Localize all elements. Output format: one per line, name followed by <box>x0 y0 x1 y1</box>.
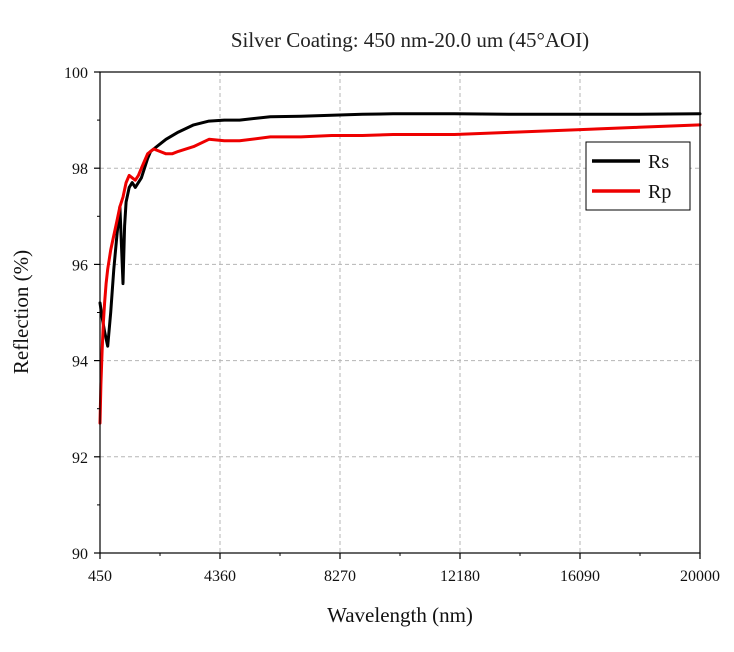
series-line-rp <box>98 123 702 425</box>
legend-label-rp: Rp <box>648 181 671 203</box>
y-axis-label: Reflection (%) <box>9 250 33 374</box>
tick-labels: 450 4360 8270 12180 16090 20000 90 92 94 96 98 100 <box>64 65 720 585</box>
x-tick-label: 20000 <box>680 568 720 585</box>
x-axis-label: Wavelength (nm) <box>327 603 473 627</box>
legend-label-rs: Rs <box>648 151 669 173</box>
legend: Rs Rp <box>585 141 691 211</box>
y-tick-label: 100 <box>64 65 88 82</box>
y-tick-label: 96 <box>72 257 88 274</box>
chart-title: Silver Coating: 450 nm-20.0 um (45°AOI) <box>231 28 589 52</box>
x-tick-label: 4360 <box>204 568 236 585</box>
legend-box <box>585 141 691 211</box>
y-tick-label: 98 <box>72 161 88 178</box>
series-lines <box>98 112 702 425</box>
axis-ticks <box>94 71 701 559</box>
x-tick-label: 450 <box>88 568 112 585</box>
y-tick-label: 90 <box>72 546 88 563</box>
y-tick-label: 94 <box>72 354 88 371</box>
x-tick-label: 16090 <box>560 568 600 585</box>
x-tick-label: 8270 <box>324 568 356 585</box>
y-tick-label: 92 <box>72 450 88 467</box>
x-tick-label: 12180 <box>440 568 480 585</box>
